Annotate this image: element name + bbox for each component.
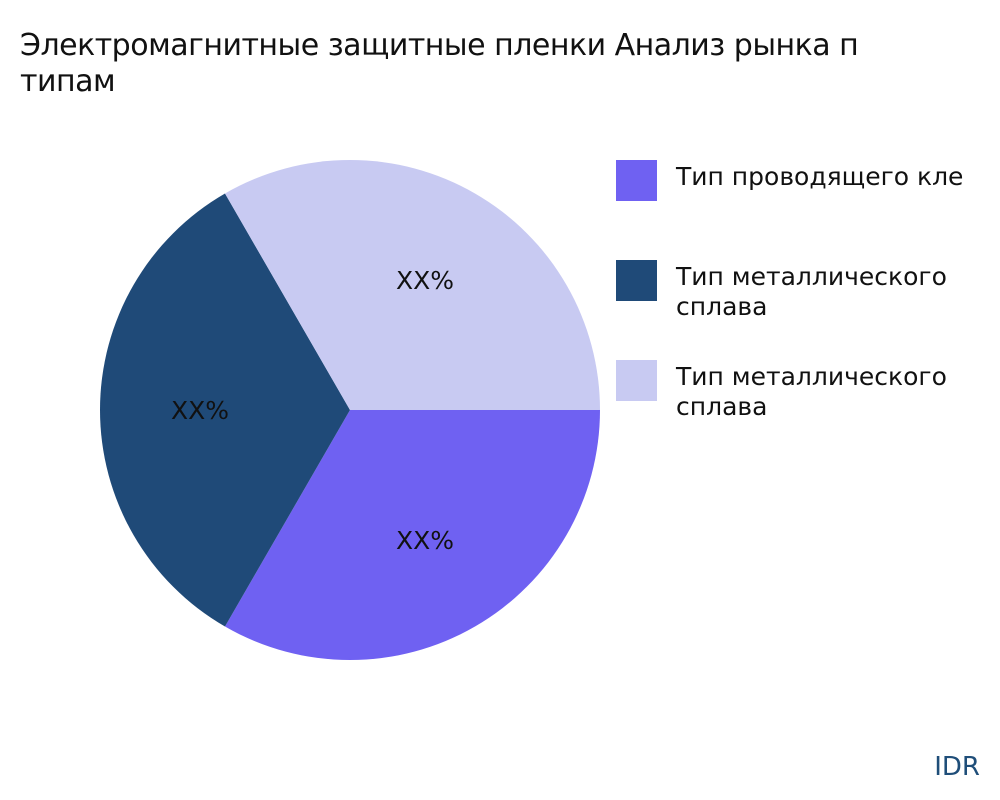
- legend-label: Тип проводящего кле: [676, 162, 963, 192]
- slice-label-0: XX%: [396, 526, 454, 555]
- legend-label-line: сплава: [676, 392, 768, 421]
- legend-swatch: [616, 360, 657, 401]
- chart-title: Электромагнитные защитные пленки Анализ …: [20, 28, 859, 100]
- idr-logo: IDR: [934, 752, 980, 782]
- legend: Тип проводящего кле Тип металлического спл…: [616, 160, 1000, 440]
- pie-slice-0: [225, 410, 600, 660]
- legend-label-line: Тип проводящего кле: [676, 162, 964, 191]
- legend-swatch: [616, 260, 657, 301]
- slice-label-1: XX%: [171, 396, 229, 425]
- legend-label: Тип металлического сплава: [676, 362, 947, 422]
- slice-label-2: XX%: [396, 266, 454, 295]
- legend-label: Тип металлического сплава: [676, 262, 947, 322]
- legend-label-line: сплава: [676, 292, 768, 321]
- legend-swatch: [616, 160, 657, 201]
- legend-label-line: Тип металлического: [676, 362, 947, 391]
- pie-slice-2: [225, 160, 600, 410]
- legend-label-line: Тип металлического: [676, 262, 947, 291]
- chart-title-line2: типам: [20, 64, 116, 99]
- chart-title-line1: Электромагнитные защитные пленки Анализ …: [20, 28, 859, 63]
